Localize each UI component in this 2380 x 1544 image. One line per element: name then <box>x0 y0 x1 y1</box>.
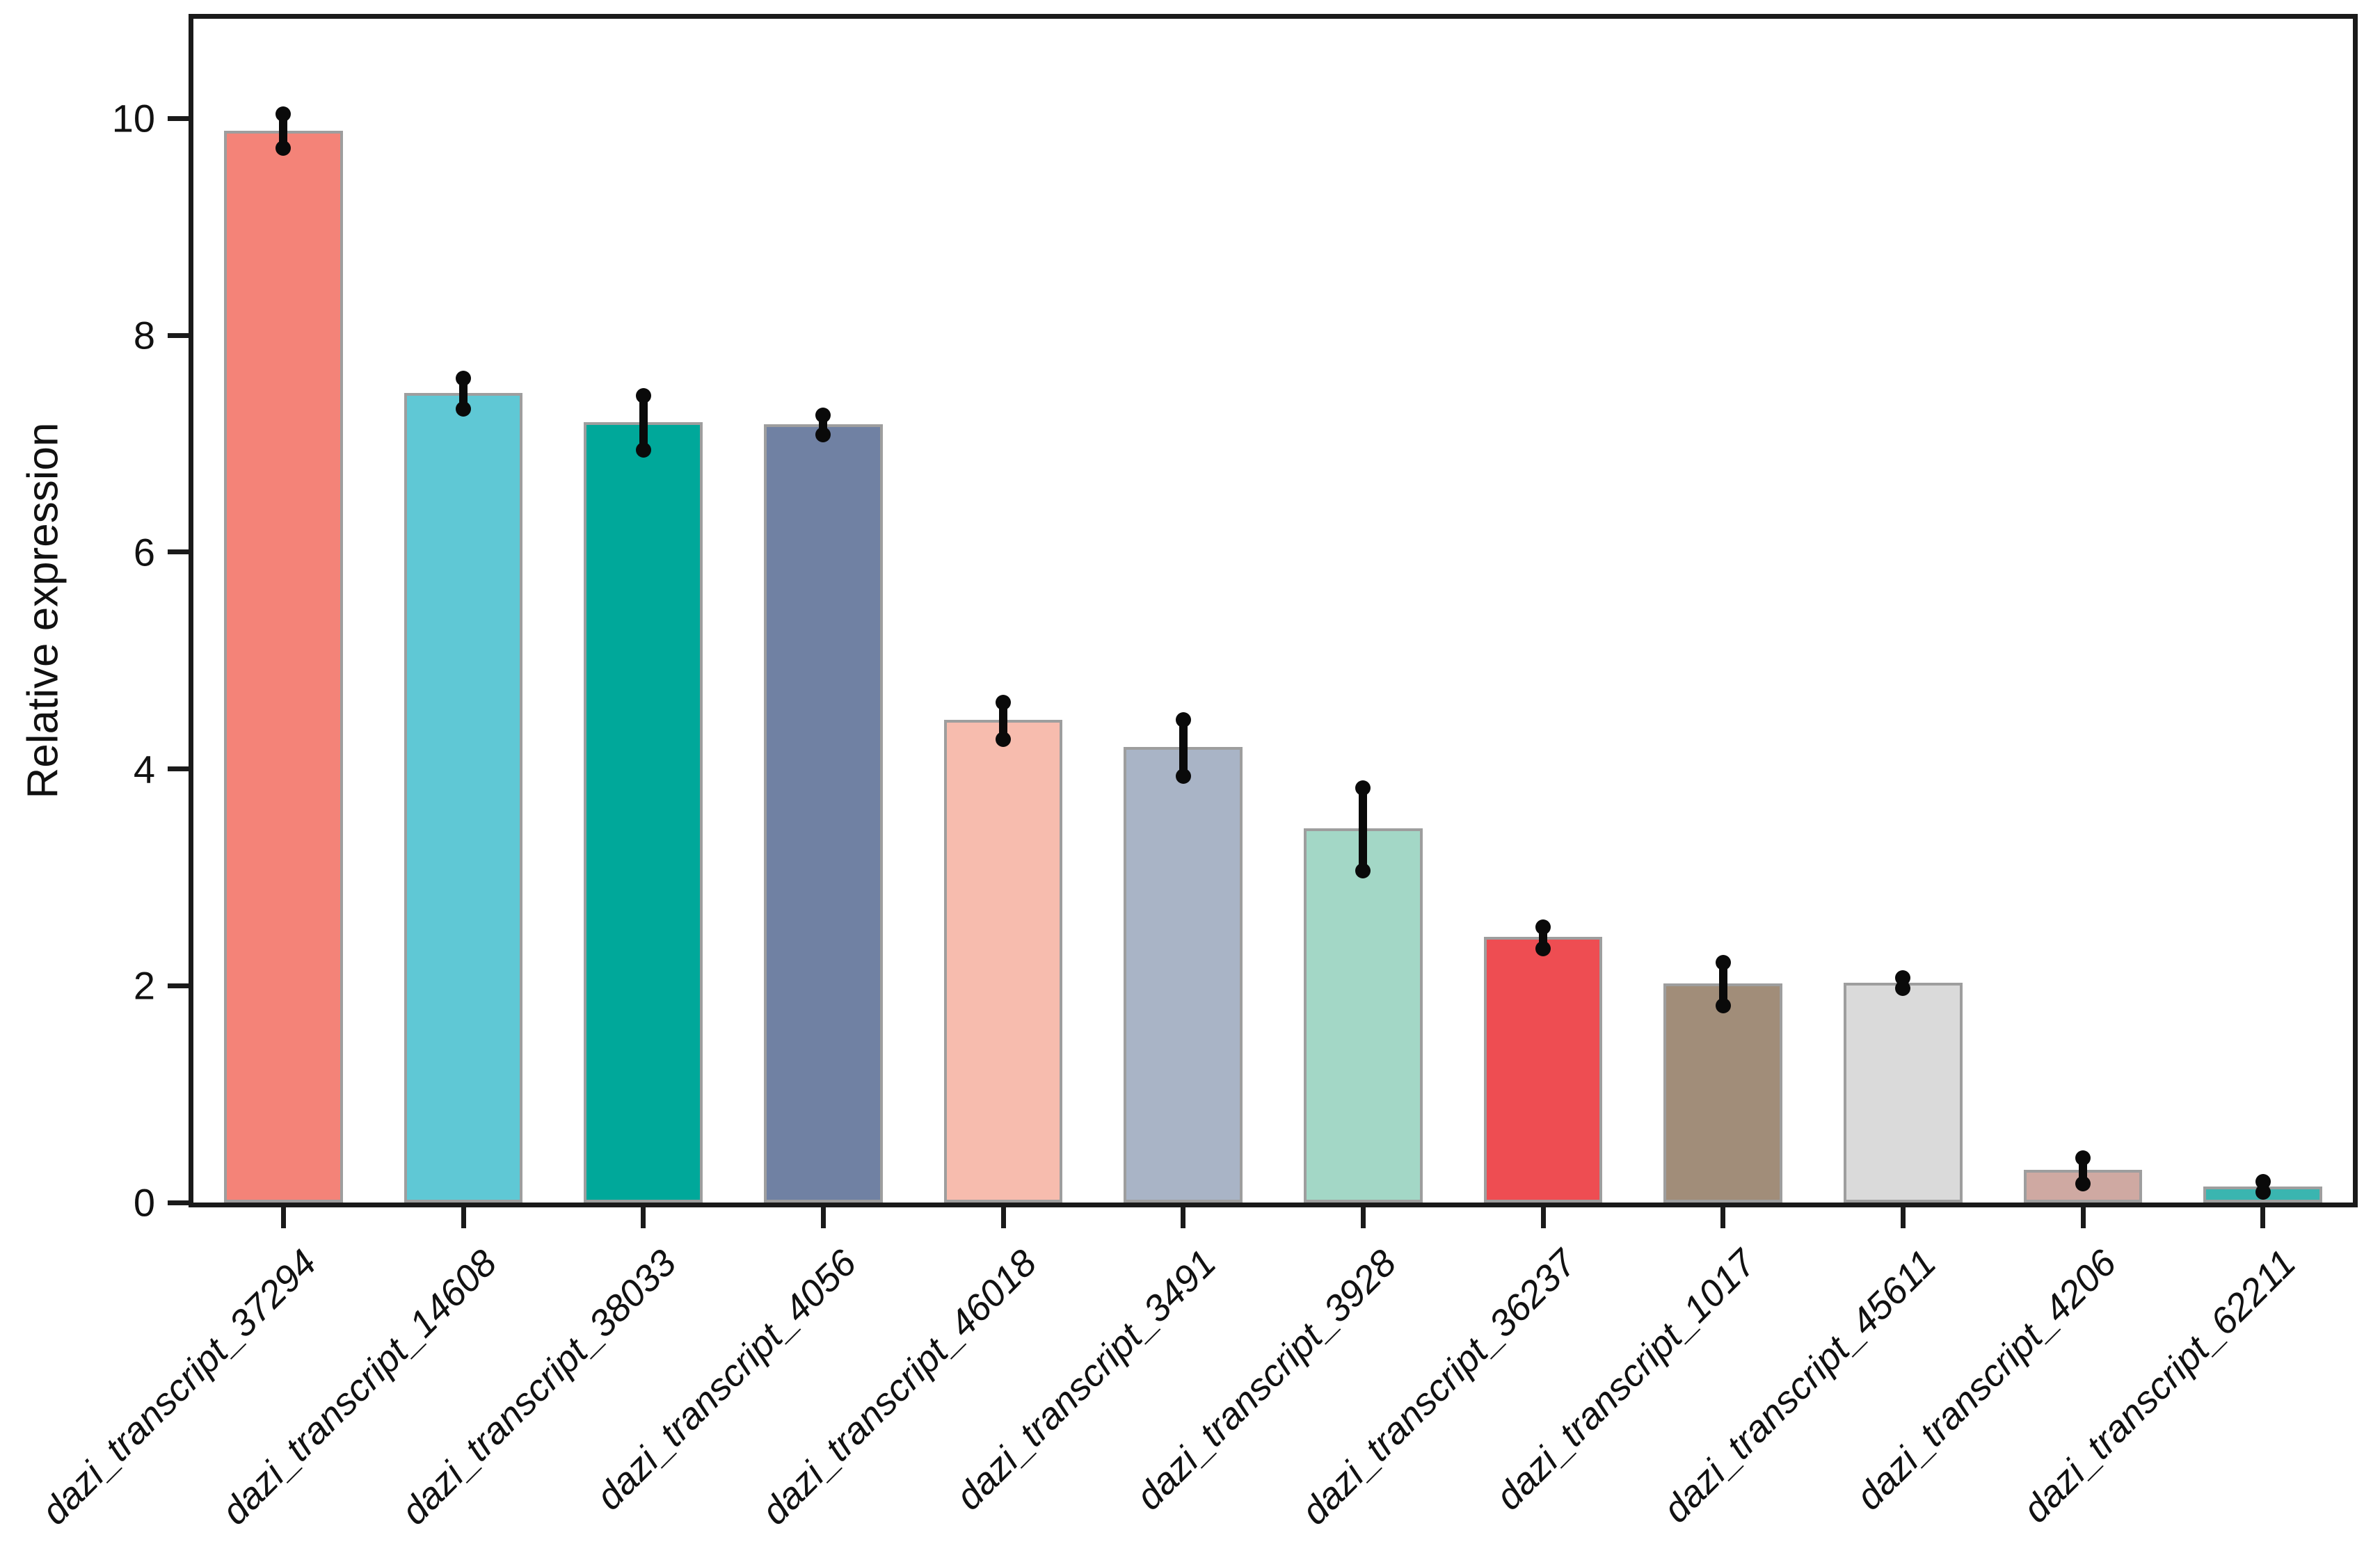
error-bar-cap-top <box>1355 780 1371 796</box>
error-bar <box>1718 961 1727 1006</box>
error-bar-cap-bottom <box>1715 998 1731 1014</box>
error-bar-cap-bottom <box>456 401 471 417</box>
y-axis-tick-label: 4 <box>133 747 155 791</box>
bar <box>1483 937 1603 1203</box>
y-axis-tick <box>168 115 189 121</box>
y-axis-tick <box>168 766 189 772</box>
x-axis-tick <box>641 1207 646 1228</box>
bar <box>404 392 523 1203</box>
error-bar <box>279 113 288 148</box>
error-bar-cap-bottom <box>2075 1175 2091 1191</box>
bar <box>763 424 883 1203</box>
y-axis-tick-label: 8 <box>133 313 155 357</box>
error-bar <box>1359 787 1368 870</box>
error-bar-cap-top <box>456 370 471 386</box>
y-axis-tick <box>168 549 189 555</box>
error-bar <box>999 701 1007 739</box>
x-axis-tick <box>280 1207 286 1228</box>
x-axis-tick <box>1720 1207 1726 1228</box>
plot-area <box>189 14 2358 1207</box>
y-axis-tick-label: 10 <box>111 96 155 140</box>
error-bar-cap-top <box>275 106 291 122</box>
x-axis-tick <box>1900 1207 1906 1228</box>
error-bar-cap-bottom <box>815 426 831 442</box>
x-axis-tick <box>1000 1207 1006 1228</box>
y-axis-tick <box>168 1200 189 1205</box>
error-bar <box>639 394 648 449</box>
error-bar-cap-bottom <box>635 442 651 458</box>
error-bar-cap-top <box>996 694 1011 710</box>
y-axis-tick-label: 2 <box>133 963 155 1008</box>
bar <box>1843 982 1963 1203</box>
x-axis-tick <box>461 1207 466 1228</box>
x-axis-tick <box>2260 1207 2266 1228</box>
error-bar-cap-bottom <box>996 731 1011 747</box>
x-axis-tick <box>820 1207 826 1228</box>
error-bar-cap-top <box>635 387 651 403</box>
x-axis-tick <box>1540 1207 1546 1228</box>
x-axis-tick <box>1360 1207 1366 1228</box>
error-bar-cap-top <box>2075 1150 2091 1166</box>
bar <box>1663 983 1783 1203</box>
error-bar-cap-top <box>1535 919 1551 935</box>
error-bar-cap-bottom <box>1895 981 1911 997</box>
bar <box>1124 747 1243 1203</box>
y-axis-tick <box>168 983 189 988</box>
x-axis-tick <box>1181 1207 1186 1228</box>
error-bar-cap-bottom <box>1355 862 1371 878</box>
error-bar-cap-bottom <box>1535 940 1551 956</box>
error-bar-cap-top <box>1175 711 1191 727</box>
bar <box>943 720 1063 1203</box>
bar <box>584 421 703 1203</box>
error-bar-cap-top <box>815 407 831 423</box>
x-axis-tick <box>2080 1207 2086 1228</box>
y-axis-title: Relative expression <box>19 422 67 799</box>
error-bar-cap-bottom <box>1175 768 1191 784</box>
bar <box>1303 828 1423 1203</box>
error-bar-cap-top <box>1715 954 1731 970</box>
error-bar-cap-bottom <box>2255 1184 2271 1200</box>
error-bar-cap-bottom <box>275 140 291 156</box>
y-axis-tick <box>168 332 189 338</box>
y-axis-tick-label: 6 <box>133 530 155 574</box>
error-bar <box>1179 718 1188 775</box>
bar <box>223 130 343 1203</box>
y-axis-tick-label: 0 <box>133 1180 155 1225</box>
